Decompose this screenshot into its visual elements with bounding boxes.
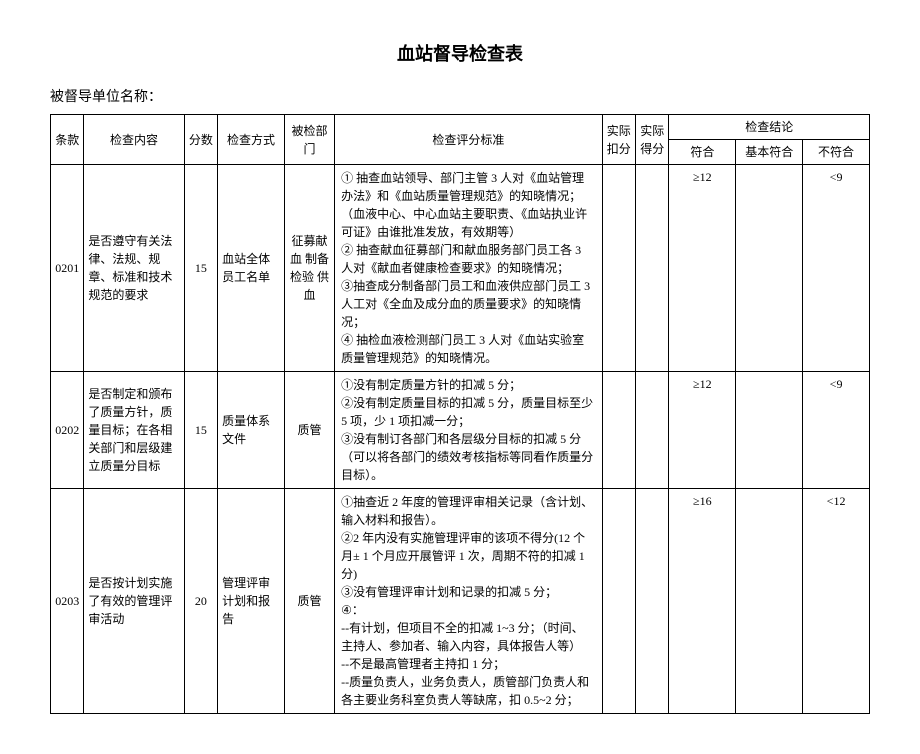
criteria-line: --有计划，但项目不全的扣减 1~3 分；（时间、主持人、参加者、输入内容，具体… — [341, 619, 595, 655]
th-conclusion: 检查结论 — [669, 115, 870, 140]
fail-cell: <9 — [803, 165, 870, 372]
th-dept: 被检部门 — [284, 115, 334, 165]
deduct-cell — [602, 489, 635, 714]
criteria-line: ① 抽查血站领导、部门主管 3 人对《血站管理办法》和《血站质量管理规范》的知晓… — [341, 169, 595, 241]
criteria-line: ④ 抽检血液检测部门员工 3 人对《血站实验室质量管理规范》的知晓情况。 — [341, 331, 595, 367]
score-cell: 15 — [184, 372, 217, 489]
inspection-table: 条款 检查内容 分数 检查方式 被检部门 检查评分标准 实际扣分 实际得分 检查… — [50, 114, 870, 714]
th-method: 检查方式 — [218, 115, 285, 165]
criteria-line: --不是最高管理者主持扣 1 分； — [341, 655, 595, 673]
table-row: 0203是否按计划实施了有效的管理评审活动20管理评审计划和报告质管①抽查近 2… — [51, 489, 870, 714]
criteria-line: ①抽查近 2 年度的管理评审相关记录（含计划、输入材料和报告）。 — [341, 493, 595, 529]
th-score: 分数 — [184, 115, 217, 165]
basic-cell — [736, 489, 803, 714]
clause-cell: 0202 — [51, 372, 84, 489]
content-cell: 是否遵守有关法律、法规、规章、标准和技术规范的要求 — [84, 165, 184, 372]
deduct-cell — [602, 165, 635, 372]
th-pass: 符合 — [669, 140, 736, 165]
dept-cell: 质管 — [284, 372, 334, 489]
criteria-line: ② 抽查献血征募部门和献血服务部门员工各 3 人对《献血者健康检查要求》的知晓情… — [341, 241, 595, 277]
method-cell: 血站全体员工名单 — [218, 165, 285, 372]
basic-cell — [736, 372, 803, 489]
dept-cell: 质管 — [284, 489, 334, 714]
score-cell: 20 — [184, 489, 217, 714]
criteria-cell: ①没有制定质量方针的扣减 5 分；②没有制定质量目标的扣减 5 分，质量目标至少… — [335, 372, 602, 489]
criteria-line: ④： — [341, 601, 595, 619]
content-cell: 是否按计划实施了有效的管理评审活动 — [84, 489, 184, 714]
criteria-line: --质量负责人，业务负责人，质管部门负责人和各主要业务科室负责人等缺席，扣 0.… — [341, 673, 595, 709]
content-cell: 是否制定和颁布了质量方针，质量目标；在各相关部门和层级建立质量分目标 — [84, 372, 184, 489]
th-actual: 实际得分 — [635, 115, 668, 165]
table-row: 0202是否制定和颁布了质量方针，质量目标；在各相关部门和层级建立质量分目标15… — [51, 372, 870, 489]
th-deduct: 实际扣分 — [602, 115, 635, 165]
dept-cell: 征募献血 制备 检验 供血 — [284, 165, 334, 372]
th-fail: 不符合 — [803, 140, 870, 165]
criteria-line: ②没有制定质量目标的扣减 5 分，质量目标至少 5 项，少 1 项扣减一分； — [341, 394, 595, 430]
basic-cell — [736, 165, 803, 372]
header-row-1: 条款 检查内容 分数 检查方式 被检部门 检查评分标准 实际扣分 实际得分 检查… — [51, 115, 870, 140]
actual-cell — [635, 489, 668, 714]
clause-cell: 0201 — [51, 165, 84, 372]
score-cell: 15 — [184, 165, 217, 372]
deduct-cell — [602, 372, 635, 489]
pass-cell: ≥12 — [669, 165, 736, 372]
actual-cell — [635, 372, 668, 489]
criteria-line: ③没有管理评审计划和记录的扣减 5 分； — [341, 583, 595, 601]
page-title: 血站督导检查表 — [50, 40, 870, 66]
table-row: 0201是否遵守有关法律、法规、规章、标准和技术规范的要求15血站全体员工名单征… — [51, 165, 870, 372]
unit-label: 被督导单位名称： — [50, 86, 870, 106]
table-body: 0201是否遵守有关法律、法规、规章、标准和技术规范的要求15血站全体员工名单征… — [51, 165, 870, 714]
fail-cell: <9 — [803, 372, 870, 489]
method-cell: 质量体系文件 — [218, 372, 285, 489]
criteria-line: ①没有制定质量方针的扣减 5 分； — [341, 376, 595, 394]
method-cell: 管理评审计划和报告 — [218, 489, 285, 714]
clause-cell: 0203 — [51, 489, 84, 714]
actual-cell — [635, 165, 668, 372]
criteria-line: ②2 年内没有实施管理评审的该项不得分(12 个月± 1 个月应开展管评 1 次… — [341, 529, 595, 583]
th-basic: 基本符合 — [736, 140, 803, 165]
criteria-cell: ① 抽查血站领导、部门主管 3 人对《血站管理办法》和《血站质量管理规范》的知晓… — [335, 165, 602, 372]
pass-cell: ≥12 — [669, 372, 736, 489]
th-criteria: 检查评分标准 — [335, 115, 602, 165]
fail-cell: <12 — [803, 489, 870, 714]
pass-cell: ≥16 — [669, 489, 736, 714]
criteria-cell: ①抽查近 2 年度的管理评审相关记录（含计划、输入材料和报告）。②2 年内没有实… — [335, 489, 602, 714]
th-clause: 条款 — [51, 115, 84, 165]
th-content: 检查内容 — [84, 115, 184, 165]
criteria-line: ③没有制订各部门和各层级分目标的扣减 5 分（可以将各部门的绩效考核指标等同看作… — [341, 430, 595, 484]
criteria-line: ③抽查成分制备部门员工和血液供应部门员工 3 人工对《全血及成分血的质量要求》的… — [341, 277, 595, 331]
